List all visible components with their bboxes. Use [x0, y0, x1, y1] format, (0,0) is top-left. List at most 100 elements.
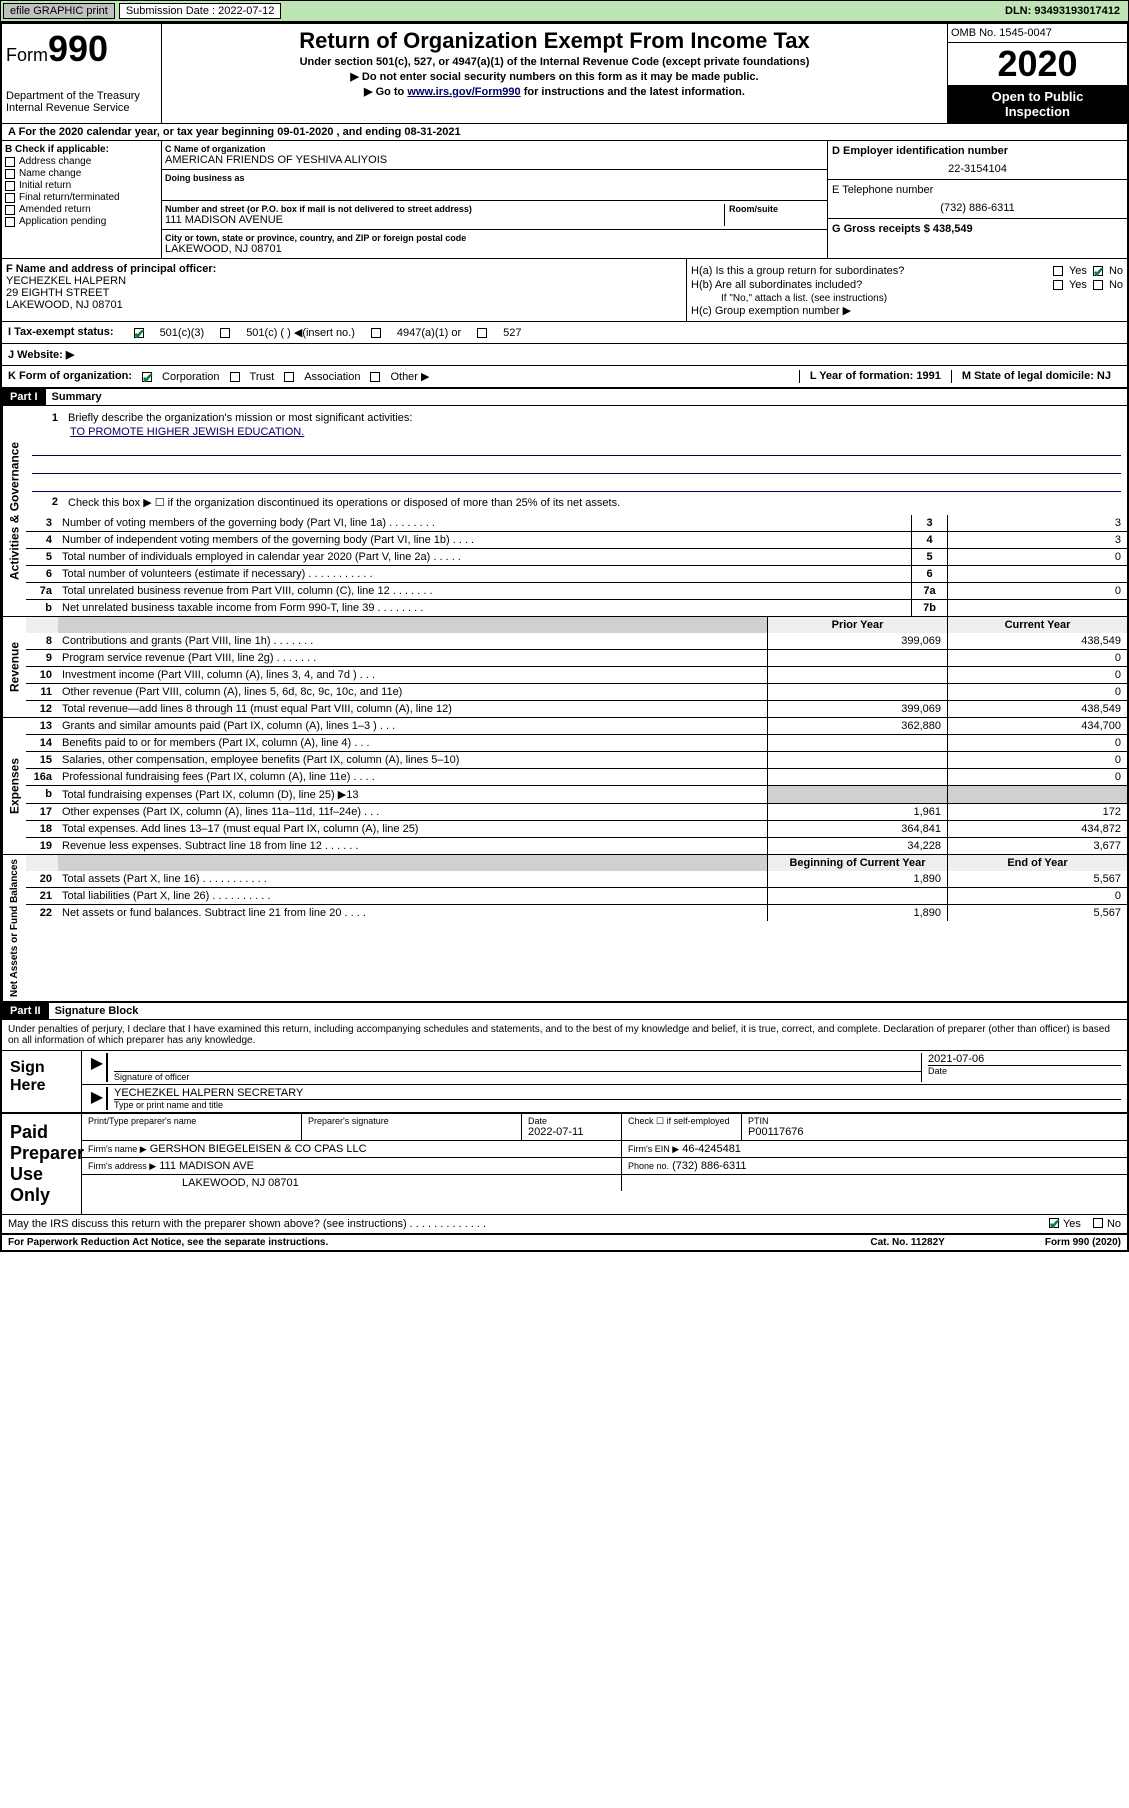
prior-value [767, 888, 947, 904]
current-value: 434,872 [947, 821, 1127, 837]
part-ii-title: Signature Block [49, 1003, 145, 1019]
open-line1: Open to Public [952, 89, 1123, 104]
current-value: 438,549 [947, 633, 1127, 649]
current-value: 438,549 [947, 701, 1127, 717]
line-desc: Investment income (Part VIII, column (A)… [58, 667, 767, 683]
hb-yes-box[interactable] [1053, 280, 1063, 290]
yes-label-2: Yes [1069, 279, 1087, 291]
firm-addr-label: Firm's address ▶ [88, 1161, 156, 1171]
prior-value: 362,880 [767, 718, 947, 734]
line-desc: Total liabilities (Part X, line 26) . . … [58, 888, 767, 904]
line-ref: 4 [911, 532, 947, 548]
current-value: 0 [947, 735, 1127, 751]
no-label-3: No [1107, 1218, 1121, 1230]
year-formation: L Year of formation: 1991 [799, 370, 951, 383]
part-i-badge: Part I [2, 389, 46, 405]
ha-no-box[interactable]: ✔ [1093, 266, 1103, 276]
discuss-yes-box[interactable]: ✔ [1049, 1218, 1059, 1228]
calendar-text: For the 2020 calendar year, or tax year … [19, 126, 461, 138]
corp-box[interactable]: ✔ [142, 372, 152, 382]
line-num: 10 [26, 667, 58, 683]
line-desc: Program service revenue (Part VIII, line… [58, 650, 767, 666]
527-label: 527 [503, 327, 521, 339]
line-desc: Number of independent voting members of … [58, 532, 911, 548]
current-value: 434,700 [947, 718, 1127, 734]
corp-label: Corporation [162, 371, 219, 383]
current-value: 5,567 [947, 871, 1127, 887]
street-address: 111 MADISON AVENUE [165, 214, 724, 226]
assoc-box[interactable] [284, 372, 294, 382]
line-num: 15 [26, 752, 58, 768]
officer-name: YECHEZKEL HALPERN [6, 275, 682, 287]
goto-suffix: for instructions and the latest informat… [521, 86, 745, 98]
4947-box[interactable] [371, 328, 381, 338]
prior-value: 1,890 [767, 905, 947, 921]
trust-box[interactable] [230, 372, 240, 382]
ha-yes-box[interactable] [1053, 266, 1063, 276]
arrow-icon: ▶ [88, 1087, 108, 1110]
section-b-label: B Check if applicable: [5, 144, 109, 155]
form990-link[interactable]: www.irs.gov/Form990 [407, 86, 520, 98]
checkbox-label: Amended return [19, 204, 91, 215]
dept-irs: Internal Revenue Service [6, 102, 157, 114]
hb-label: H(b) Are all subordinates included? [691, 279, 1047, 291]
section-fh: F Name and address of principal officer:… [2, 259, 1127, 322]
gross-receipts: G Gross receipts $ 438,549 [832, 223, 973, 235]
line-value: 3 [947, 515, 1127, 531]
revenue-section: Revenue Prior Year Current Year 8Contrib… [2, 617, 1127, 718]
mission-line [32, 458, 1121, 474]
org-name-label: C Name of organization [165, 144, 824, 154]
dba-label: Doing business as [165, 173, 824, 183]
part-ii-header: Part II Signature Block [2, 1003, 1127, 1020]
row-j: J Website: ▶ [2, 344, 1127, 366]
sig-officer-label: Signature of officer [114, 1071, 921, 1082]
officer-label: F Name and address of principal officer: [6, 263, 216, 275]
expenses-section: Expenses 13Grants and similar amounts pa… [2, 718, 1127, 855]
line-desc: Contributions and grants (Part VIII, lin… [58, 633, 767, 649]
other-box[interactable] [370, 372, 380, 382]
efile-button[interactable]: efile GRAPHIC print [3, 3, 115, 19]
city-label: City or town, state or province, country… [165, 233, 824, 243]
paperwork-notice: For Paperwork Reduction Act Notice, see … [8, 1237, 870, 1248]
open-line2: Inspection [952, 104, 1123, 119]
checkbox[interactable] [5, 205, 15, 215]
line-num: 20 [26, 871, 58, 887]
prior-value: 34,228 [767, 838, 947, 854]
checkbox[interactable] [5, 193, 15, 203]
527-box[interactable] [477, 328, 487, 338]
netassets-section: Net Assets or Fund Balances Beginning of… [2, 855, 1127, 1003]
line-ref: 3 [911, 515, 947, 531]
room-label: Room/suite [729, 204, 824, 214]
line-ref: 7b [911, 600, 947, 616]
form-prefix: Form [6, 45, 48, 65]
501c-label: 501(c) ( ) ◀(insert no.) [246, 326, 355, 339]
section-b: B Check if applicable: Address changeNam… [2, 141, 1127, 259]
state-domicile: M State of legal domicile: NJ [951, 370, 1121, 383]
501c-box[interactable] [220, 328, 230, 338]
501c3-label: 501(c)(3) [160, 327, 205, 339]
hc-label: H(c) Group exemption number ▶ [691, 304, 1123, 317]
trust-label: Trust [250, 371, 275, 383]
mission-link[interactable]: TO PROMOTE HIGHER JEWISH EDUCATION. [70, 426, 304, 438]
checkbox[interactable] [5, 181, 15, 191]
prep-name-label: Print/Type preparer's name [88, 1116, 295, 1126]
discuss-no-box[interactable] [1093, 1218, 1103, 1228]
line-num: 12 [26, 701, 58, 717]
calendar-year-row: A For the 2020 calendar year, or tax yea… [2, 124, 1127, 141]
line-desc: Other expenses (Part IX, column (A), lin… [58, 804, 767, 820]
current-value: 0 [947, 752, 1127, 768]
prior-value [767, 667, 947, 683]
501c3-box[interactable]: ✔ [134, 328, 144, 338]
hb-no-box[interactable] [1093, 280, 1103, 290]
ein-value: 22-3154104 [832, 163, 1123, 175]
checkbox[interactable] [5, 217, 15, 227]
perjury-declaration: Under penalties of perjury, I declare th… [2, 1020, 1127, 1050]
line-desc: Other revenue (Part VIII, column (A), li… [58, 684, 767, 700]
self-employed-label: Check ☐ if self-employed [622, 1114, 742, 1140]
line-desc: Total number of volunteers (estimate if … [58, 566, 911, 582]
checkbox[interactable] [5, 157, 15, 167]
current-value: 5,567 [947, 905, 1127, 921]
current-value: 0 [947, 888, 1127, 904]
mission-line [32, 440, 1121, 456]
checkbox[interactable] [5, 169, 15, 179]
